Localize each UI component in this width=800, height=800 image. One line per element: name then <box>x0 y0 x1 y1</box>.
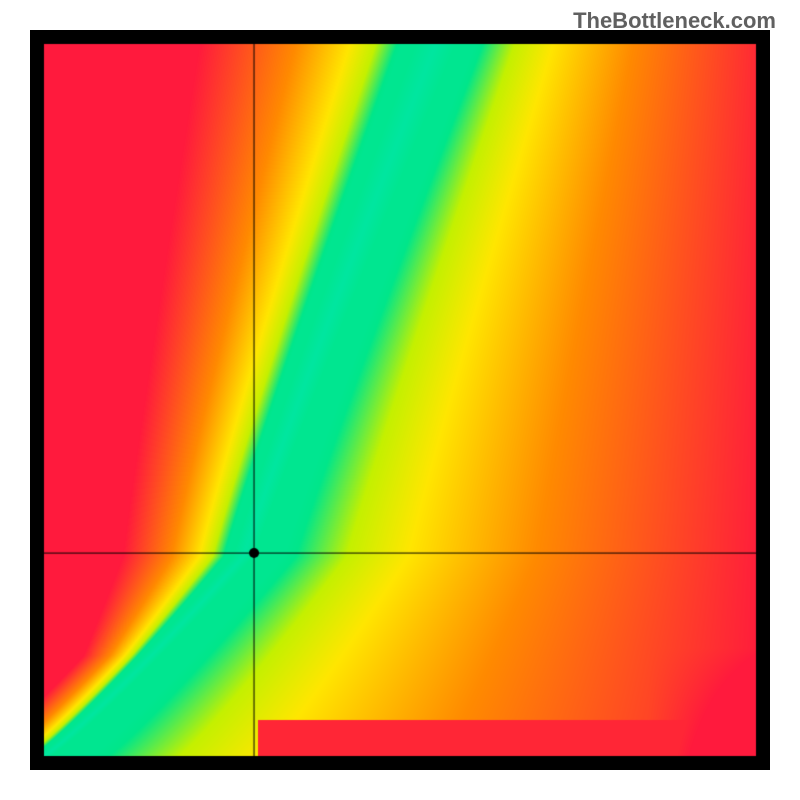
chart-container: TheBottleneck.com <box>0 0 800 800</box>
heatmap-canvas <box>30 30 770 770</box>
plot-area <box>30 30 770 770</box>
watermark-text: TheBottleneck.com <box>573 8 776 34</box>
